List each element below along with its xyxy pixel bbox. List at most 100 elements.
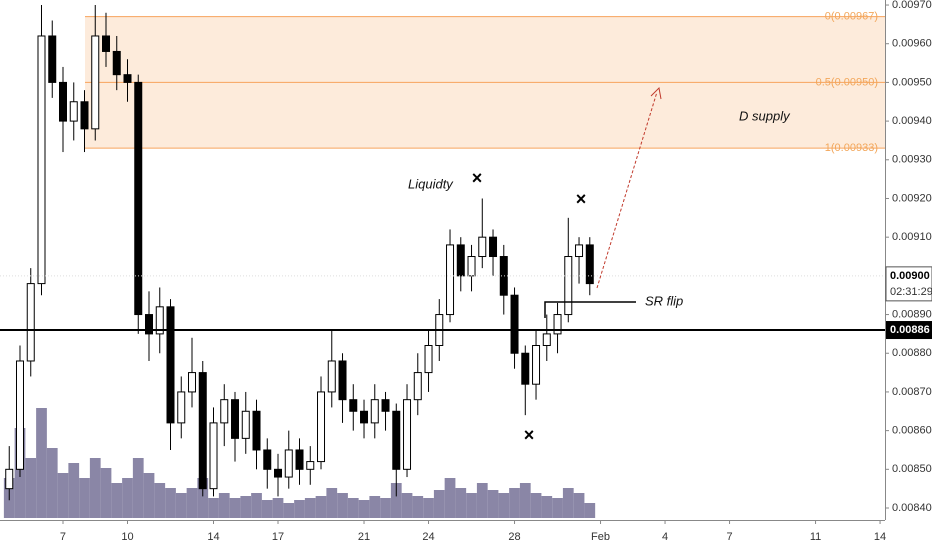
volume-bar [175, 493, 187, 518]
candle-body [241, 410, 250, 439]
volume-bar [304, 498, 316, 518]
x-tick-label: 28 [508, 531, 520, 543]
candle-body [198, 372, 207, 490]
x-tick-label: 4 [662, 531, 668, 543]
volume-bar [584, 503, 596, 518]
volume-bar [326, 488, 338, 518]
y-tick-label: 0.00950 [892, 76, 932, 88]
sr-flip-label: SR flip [645, 293, 683, 308]
volume-bar [562, 488, 574, 518]
volume-bar [218, 493, 230, 518]
candle-body [553, 314, 562, 335]
hline-label: 0.00886 [890, 324, 930, 336]
candle-body [510, 294, 519, 354]
x-marker: × [472, 168, 483, 188]
y-tick-label: 0.00910 [892, 231, 932, 243]
candle-body [123, 74, 132, 83]
x-tick-label: 7 [60, 531, 66, 543]
candle-body [80, 101, 89, 130]
y-tick-label: 0.00930 [892, 154, 932, 166]
x-tick-label: 10 [121, 531, 133, 543]
volume-bar [186, 488, 198, 518]
volume-bar [197, 478, 209, 518]
candle-body [478, 236, 487, 258]
volume-bar [100, 468, 112, 518]
candle-body [145, 314, 154, 335]
volume-bar [229, 498, 241, 518]
volume-bar [369, 496, 381, 518]
arrow-head [650, 86, 662, 100]
y-tick-label: 0.00860 [892, 425, 932, 437]
candle-body [91, 35, 100, 130]
volume-bar [122, 478, 133, 518]
volume-bar [573, 493, 585, 518]
volume-bar [358, 500, 370, 518]
candle-body [177, 391, 186, 424]
x-tick-label: 24 [422, 531, 434, 543]
x-marker: × [576, 189, 587, 209]
candle-body [134, 81, 143, 316]
volume-bar [541, 496, 553, 518]
candle-body [37, 35, 46, 285]
x-marker: × [524, 425, 535, 445]
volume-bar [412, 496, 424, 518]
candle-body [317, 391, 326, 463]
candle-body [102, 35, 111, 52]
volume-bar [251, 493, 262, 518]
volume-bar [89, 458, 101, 518]
supply-label: D supply [739, 108, 791, 123]
liquidity-label: Liquidty [408, 176, 454, 191]
candle-body [575, 244, 584, 258]
y-tick-label: 0.00880 [892, 347, 932, 359]
volume-bar [294, 500, 305, 518]
candle-body [467, 256, 476, 277]
volume-bar [132, 458, 144, 518]
candle-body [456, 244, 465, 277]
candle-body [155, 306, 164, 335]
volume-bar [208, 498, 219, 518]
volume-bar [466, 493, 477, 518]
volume-bar [401, 493, 413, 518]
volume-bar [315, 496, 327, 518]
candle-body [274, 468, 283, 478]
projection-arrow [596, 91, 658, 289]
candle-body [446, 244, 455, 316]
candle-body [252, 410, 261, 451]
candle-body [392, 410, 401, 470]
candle-body [370, 399, 379, 424]
candle-body [403, 399, 412, 470]
volume-bar [79, 478, 90, 518]
candle-body [381, 399, 390, 412]
volume-bar [25, 458, 37, 518]
candle-body [349, 399, 358, 412]
volume-bar [283, 503, 295, 518]
y-tick-label: 0.00890 [892, 308, 932, 320]
y-tick-label: 0.00870 [892, 386, 932, 398]
y-tick-label: 0.00840 [892, 502, 932, 514]
countdown: 02:31:29 [890, 286, 932, 298]
volume-bar [509, 488, 520, 518]
candle-body [69, 101, 78, 122]
x-tick-label: 11 [810, 531, 821, 543]
volume-bar [240, 496, 252, 518]
y-tick-label: 0.00960 [892, 38, 932, 50]
candle-body [521, 352, 530, 385]
volume-bar [347, 498, 359, 518]
x-tick-label: 17 [272, 531, 284, 543]
volume-bar [444, 478, 456, 518]
volume-bar [530, 493, 542, 518]
volume-bar [111, 483, 123, 518]
candle-body [424, 345, 433, 374]
volume-bar [261, 500, 273, 518]
candle-body [231, 399, 240, 439]
candle-body [188, 372, 197, 393]
candle-body [209, 422, 218, 490]
y-tick-label: 0.00850 [892, 463, 932, 475]
volume-bar [380, 498, 391, 518]
volume-bar [423, 498, 434, 518]
volume-bar [337, 493, 348, 518]
volume-bar [68, 463, 80, 518]
y-tick-label: 0.00940 [892, 115, 932, 127]
candle-body [263, 449, 272, 470]
